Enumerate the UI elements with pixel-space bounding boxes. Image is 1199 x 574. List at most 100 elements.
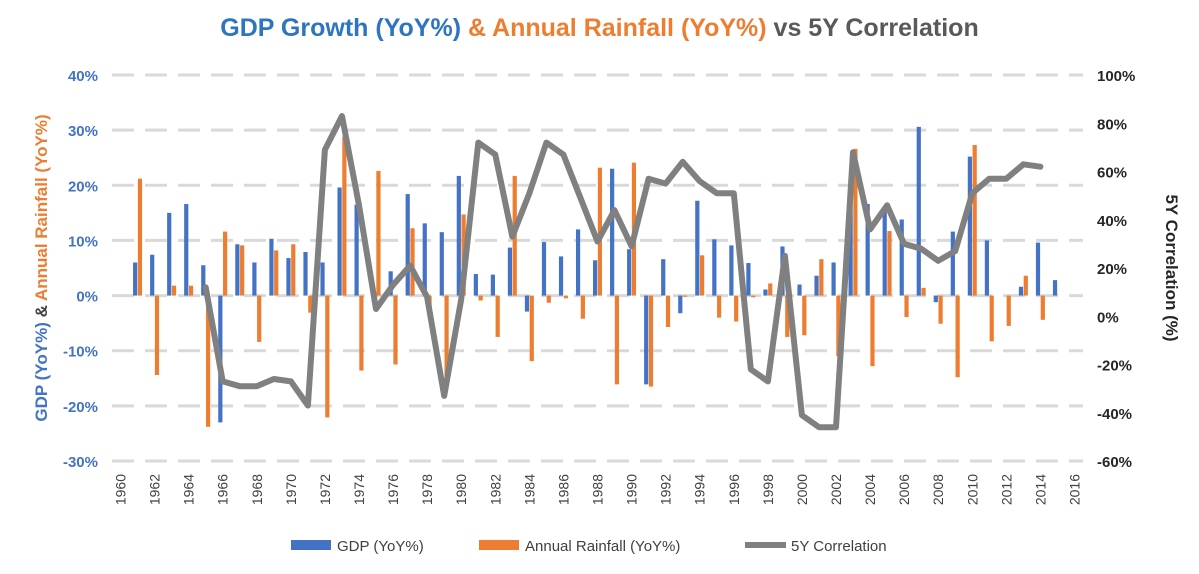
bar-rainfall	[751, 295, 756, 298]
bar-rainfall	[240, 245, 245, 296]
bar-gdp	[201, 265, 206, 296]
bar-rainfall	[887, 231, 892, 296]
bar-rainfall	[1006, 295, 1011, 326]
x-tick-label: 1988	[590, 474, 606, 505]
x-tick-label: 1994	[692, 474, 708, 505]
bar-gdp	[507, 247, 513, 296]
legend-label-rainfall: Annual Rainfall (YoY%)	[525, 538, 680, 555]
bar-gdp	[133, 262, 138, 296]
bar-gdp	[422, 223, 427, 296]
left-tick-label: -10%	[63, 344, 98, 361]
bar-gdp	[252, 262, 257, 296]
bar-gdp	[814, 275, 819, 296]
x-tick-label: 1970	[283, 474, 299, 505]
bar-rainfall	[682, 295, 688, 297]
left-axis-ticks: -30% -20% -10% 0% 10% 20% 30% 40%	[63, 68, 98, 471]
x-tick-label: 1972	[317, 474, 333, 505]
bar-rainfall	[325, 295, 330, 418]
bar-rainfall	[989, 295, 994, 342]
left-axis-label-gdp: GDP (YoY%)	[32, 322, 51, 422]
bar-rainfall	[580, 295, 585, 319]
bar-rainfall	[853, 148, 858, 296]
legend-swatch-gdp	[291, 540, 331, 550]
x-axis-ticks: 1960 1962 1964 1966 1968 1970 1972 1974 1976 1978…	[113, 474, 1083, 505]
bar-gdp	[235, 244, 240, 296]
x-tick-label: 1960	[113, 474, 129, 505]
bar-rainfall	[563, 295, 568, 299]
bar-gdp	[150, 254, 155, 296]
bar-gdp	[797, 284, 802, 296]
bar-gdp	[610, 168, 615, 296]
bar-gdp	[950, 231, 955, 296]
legend-swatch-rainfall	[479, 540, 519, 550]
x-tick-label: 1980	[453, 474, 469, 505]
bar-gdp	[695, 200, 700, 296]
bar-gdp	[593, 260, 598, 296]
bar-rainfall	[376, 170, 381, 296]
title-part-rainfall: & Annual Rainfall (YoY%)	[461, 14, 767, 42]
bar-rainfall	[291, 244, 296, 296]
right-tick-label: -40%	[1097, 406, 1132, 423]
x-tick-label: 1964	[181, 474, 197, 505]
left-tick-label: -20%	[63, 399, 98, 416]
bar-rainfall	[768, 283, 773, 296]
bar-gdp	[354, 204, 359, 296]
x-tick-label: 1992	[658, 474, 674, 505]
bar-gdp	[1018, 286, 1024, 296]
left-axis-label: GDP (YoY%) & Annual Rainfall (YoY%)	[32, 114, 51, 421]
x-tick-label: 2000	[794, 474, 810, 505]
x-tick-label: 1990	[624, 474, 640, 505]
right-tick-label: 60%	[1097, 165, 1127, 182]
bar-rainfall	[308, 295, 313, 313]
bar-gdp	[439, 232, 444, 296]
left-tick-label: 20%	[68, 178, 98, 195]
bar-rainfall	[444, 295, 449, 387]
x-tick-label: 1974	[351, 474, 367, 505]
bar-gdp	[286, 258, 291, 296]
bar-gdp	[661, 259, 666, 296]
bar-gdp	[763, 289, 768, 296]
x-tick-label: 1986	[555, 474, 571, 505]
title-part-correlation: vs 5Y Correlation	[766, 14, 979, 42]
left-axis-label-and: &	[32, 301, 51, 322]
bar-rainfall	[205, 295, 211, 427]
x-tick-label: 2002	[828, 474, 844, 505]
x-tick-label: 1968	[249, 474, 265, 505]
x-tick-label: 1962	[147, 474, 163, 505]
bar-rainfall	[495, 295, 500, 337]
bar-gdp	[473, 274, 478, 296]
bar-rainfall	[734, 295, 739, 322]
bar-rainfall	[785, 295, 790, 337]
bar-gdp	[541, 242, 547, 296]
bar-rainfall	[614, 295, 620, 385]
bar-rainfall	[359, 295, 364, 371]
bar-gdp	[558, 256, 564, 296]
right-tick-label: 40%	[1097, 213, 1127, 230]
bar-gdp	[933, 295, 938, 303]
x-tick-label: 2014	[1032, 474, 1048, 505]
bar-gdp	[916, 126, 921, 296]
legend-label-gdp: GDP (YoY%)	[337, 538, 424, 555]
bar-gdp	[320, 262, 325, 296]
chart-title: GDP Growth (YoY%) & Annual Rainfall (YoY…	[0, 14, 1199, 43]
bar-rainfall	[921, 287, 926, 296]
bar-gdp	[456, 175, 461, 296]
right-tick-label: 20%	[1097, 261, 1127, 278]
bar-rainfall	[648, 295, 654, 387]
bar-gdp	[729, 245, 734, 296]
bar-rainfall	[410, 228, 415, 296]
title-part-gdp: GDP Growth (YoY%)	[220, 14, 462, 42]
bar-gdp	[644, 295, 649, 385]
bar-rainfall	[154, 295, 160, 375]
bar-gdp	[575, 229, 581, 296]
bar-gdp	[865, 204, 870, 296]
bar-gdp	[184, 204, 189, 296]
bar-rainfall	[393, 295, 398, 365]
bar-rainfall	[188, 285, 194, 296]
bar-rainfall	[819, 259, 824, 296]
right-axis-label: 5Y Correlation (%)	[1162, 194, 1181, 341]
bar-rainfall	[938, 295, 943, 324]
bar-rainfall	[274, 250, 279, 296]
bar-rainfall	[342, 136, 347, 296]
legend: GDP (YoY%) Annual Rainfall (YoY%) 5Y Cor…	[291, 538, 887, 555]
